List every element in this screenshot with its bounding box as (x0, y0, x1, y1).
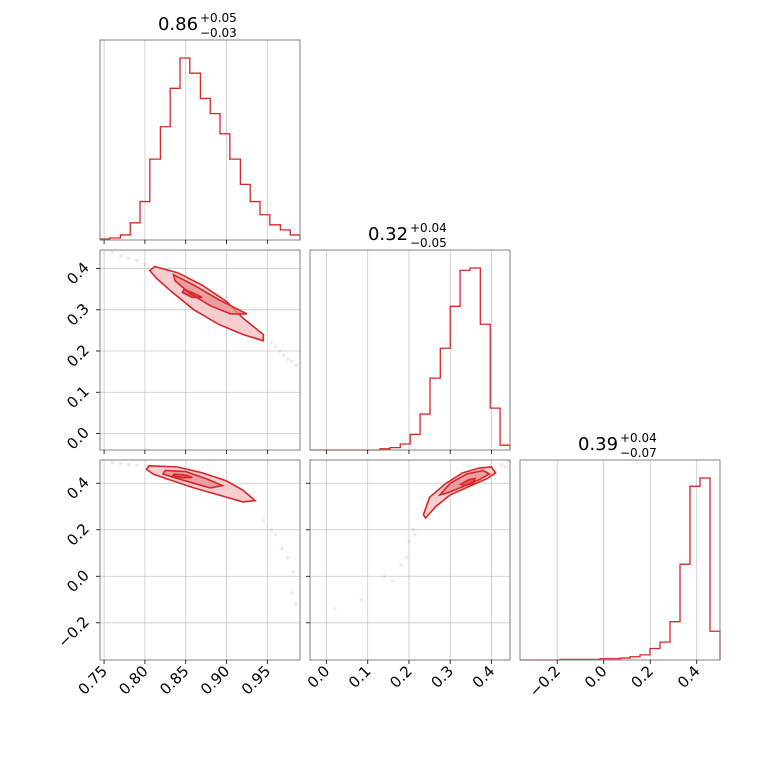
scatter-point (294, 363, 298, 368)
y-tick-label: 0.2 (63, 520, 93, 550)
x-tick-label: 0.2 (386, 662, 416, 692)
scatter-point (405, 555, 409, 560)
scatter-point (273, 532, 278, 537)
scatter-point (273, 345, 278, 349)
scatter-point (126, 256, 131, 261)
x-tick-label: 0.3 (427, 662, 457, 692)
x-tick-label: 0.95 (238, 662, 274, 698)
scatter-point (359, 597, 364, 602)
scatter-point (134, 463, 139, 467)
scatter-point (504, 465, 508, 469)
hist-panel-0: 0.86 +0.05−0.03 (99, 11, 301, 244)
scatter-point (291, 569, 296, 574)
panel-frame (99, 459, 301, 661)
scatter-point (269, 527, 274, 532)
scatter-point (118, 254, 123, 258)
scatter-point (290, 590, 294, 595)
pair-panel-0-2 (96, 459, 301, 664)
contour-inner (172, 273, 248, 315)
scatter-point (398, 562, 403, 567)
y-tick-label: 0.0 (63, 424, 93, 454)
histogram-step-1 (310, 267, 511, 451)
panel-frame (519, 459, 721, 661)
scatter-point (390, 579, 395, 583)
panel-title-median: 0.86 (158, 14, 198, 35)
y-tick-label: 0.3 (63, 300, 93, 330)
scatter-point (332, 607, 337, 611)
panel-title-plus: +0.05 (200, 11, 237, 25)
scatter-point (281, 353, 286, 357)
x-tick-label: 0.0 (304, 662, 334, 692)
scatter-point (143, 262, 147, 267)
panel-frame (99, 39, 301, 241)
hist-panel-1: 0.32 +0.04−0.05 (309, 221, 511, 454)
x-tick-label: 0.80 (115, 662, 151, 698)
contour-core (181, 288, 203, 299)
scatter-point (277, 349, 282, 353)
scatter-point (126, 462, 131, 467)
scatter-point (110, 250, 115, 254)
x-tick-label: 0.4 (674, 662, 704, 692)
scatter-point (290, 359, 294, 364)
scatter-point (134, 258, 139, 263)
x-tick-label: 0.75 (75, 662, 111, 698)
scatter-point (407, 539, 411, 544)
scatter-point (411, 527, 415, 532)
scatter-point (285, 357, 290, 362)
panel-title-minus: −0.07 (620, 446, 657, 460)
panel-title-minus: −0.05 (410, 236, 447, 250)
x-tick-label: −0.2 (526, 662, 564, 700)
y-tick-label: 0.1 (63, 382, 93, 412)
scatter-point (413, 532, 417, 537)
scatter-point (285, 555, 290, 560)
histogram-step-2 (520, 477, 721, 661)
x-tick-label: 0.90 (197, 662, 233, 698)
scatter-point (118, 461, 123, 466)
y-tick-label: −0.2 (54, 613, 92, 651)
hist-panel-2: 0.39 +0.04−0.07 (519, 431, 721, 664)
panel-title-minus: −0.03 (200, 26, 237, 40)
pair-panel-1-2 (306, 459, 511, 664)
panel-frame (309, 249, 511, 451)
panel-frame (99, 249, 301, 451)
panel-title-median: 0.32 (368, 224, 408, 245)
x-tick-label: 0.85 (156, 662, 192, 698)
contour-core (458, 477, 477, 487)
panel-frame (309, 459, 511, 661)
pair-panel-0-1 (96, 249, 301, 454)
x-tick-label: 0.4 (469, 662, 499, 692)
histogram-step-0 (99, 57, 301, 240)
panel-title-median: 0.39 (578, 434, 618, 455)
x-tick-label: 0.1 (345, 662, 375, 692)
y-tick-label: 0.2 (63, 341, 93, 371)
scatter-point (261, 518, 266, 523)
scatter-point (382, 574, 387, 579)
y-tick-label: 0.4 (63, 259, 93, 289)
scatter-point (294, 602, 298, 606)
scatter-point (110, 460, 115, 465)
panel-title-plus: +0.04 (410, 221, 447, 235)
y-tick-label: 0.0 (63, 566, 93, 596)
scatter-point (280, 546, 284, 551)
x-tick-label: 0.2 (627, 662, 657, 692)
panel-title-plus: +0.04 (620, 431, 657, 445)
scatter-point (269, 340, 274, 345)
scatter-point (499, 462, 504, 467)
x-tick-label: 0.0 (581, 662, 611, 692)
y-tick-label: 0.4 (63, 473, 93, 503)
contour-core (171, 473, 193, 479)
